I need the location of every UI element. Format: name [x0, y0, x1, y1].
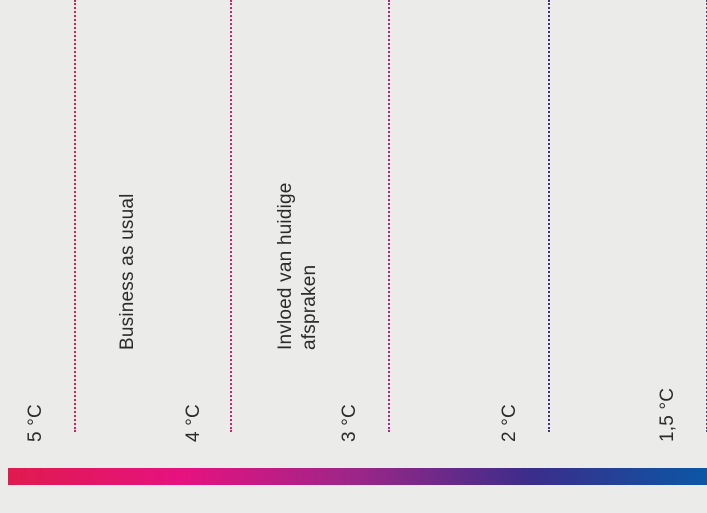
temperature-gradient-bar — [8, 468, 707, 485]
divider-4c — [230, 0, 232, 432]
temp-label-4c: 4 °C — [183, 404, 204, 442]
scenario-business-as-usual: Business as usual — [117, 193, 138, 350]
temp-label-5c: 5 °C — [25, 404, 46, 442]
divider-5c — [74, 0, 76, 432]
divider-2c — [548, 0, 550, 432]
divider-3c — [388, 0, 390, 432]
temp-label-2c: 2 °C — [499, 404, 520, 442]
temp-label-3c: 3 °C — [339, 404, 360, 442]
temp-label-1-5c: 1,5 °C — [657, 387, 678, 442]
scenario-current-agreements-line1: Invloed van huidige — [275, 182, 296, 350]
scenario-current-agreements-line2: afspraken — [299, 264, 320, 350]
